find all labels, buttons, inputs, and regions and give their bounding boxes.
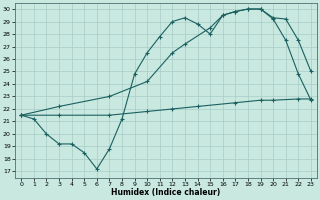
- X-axis label: Humidex (Indice chaleur): Humidex (Indice chaleur): [111, 188, 221, 197]
